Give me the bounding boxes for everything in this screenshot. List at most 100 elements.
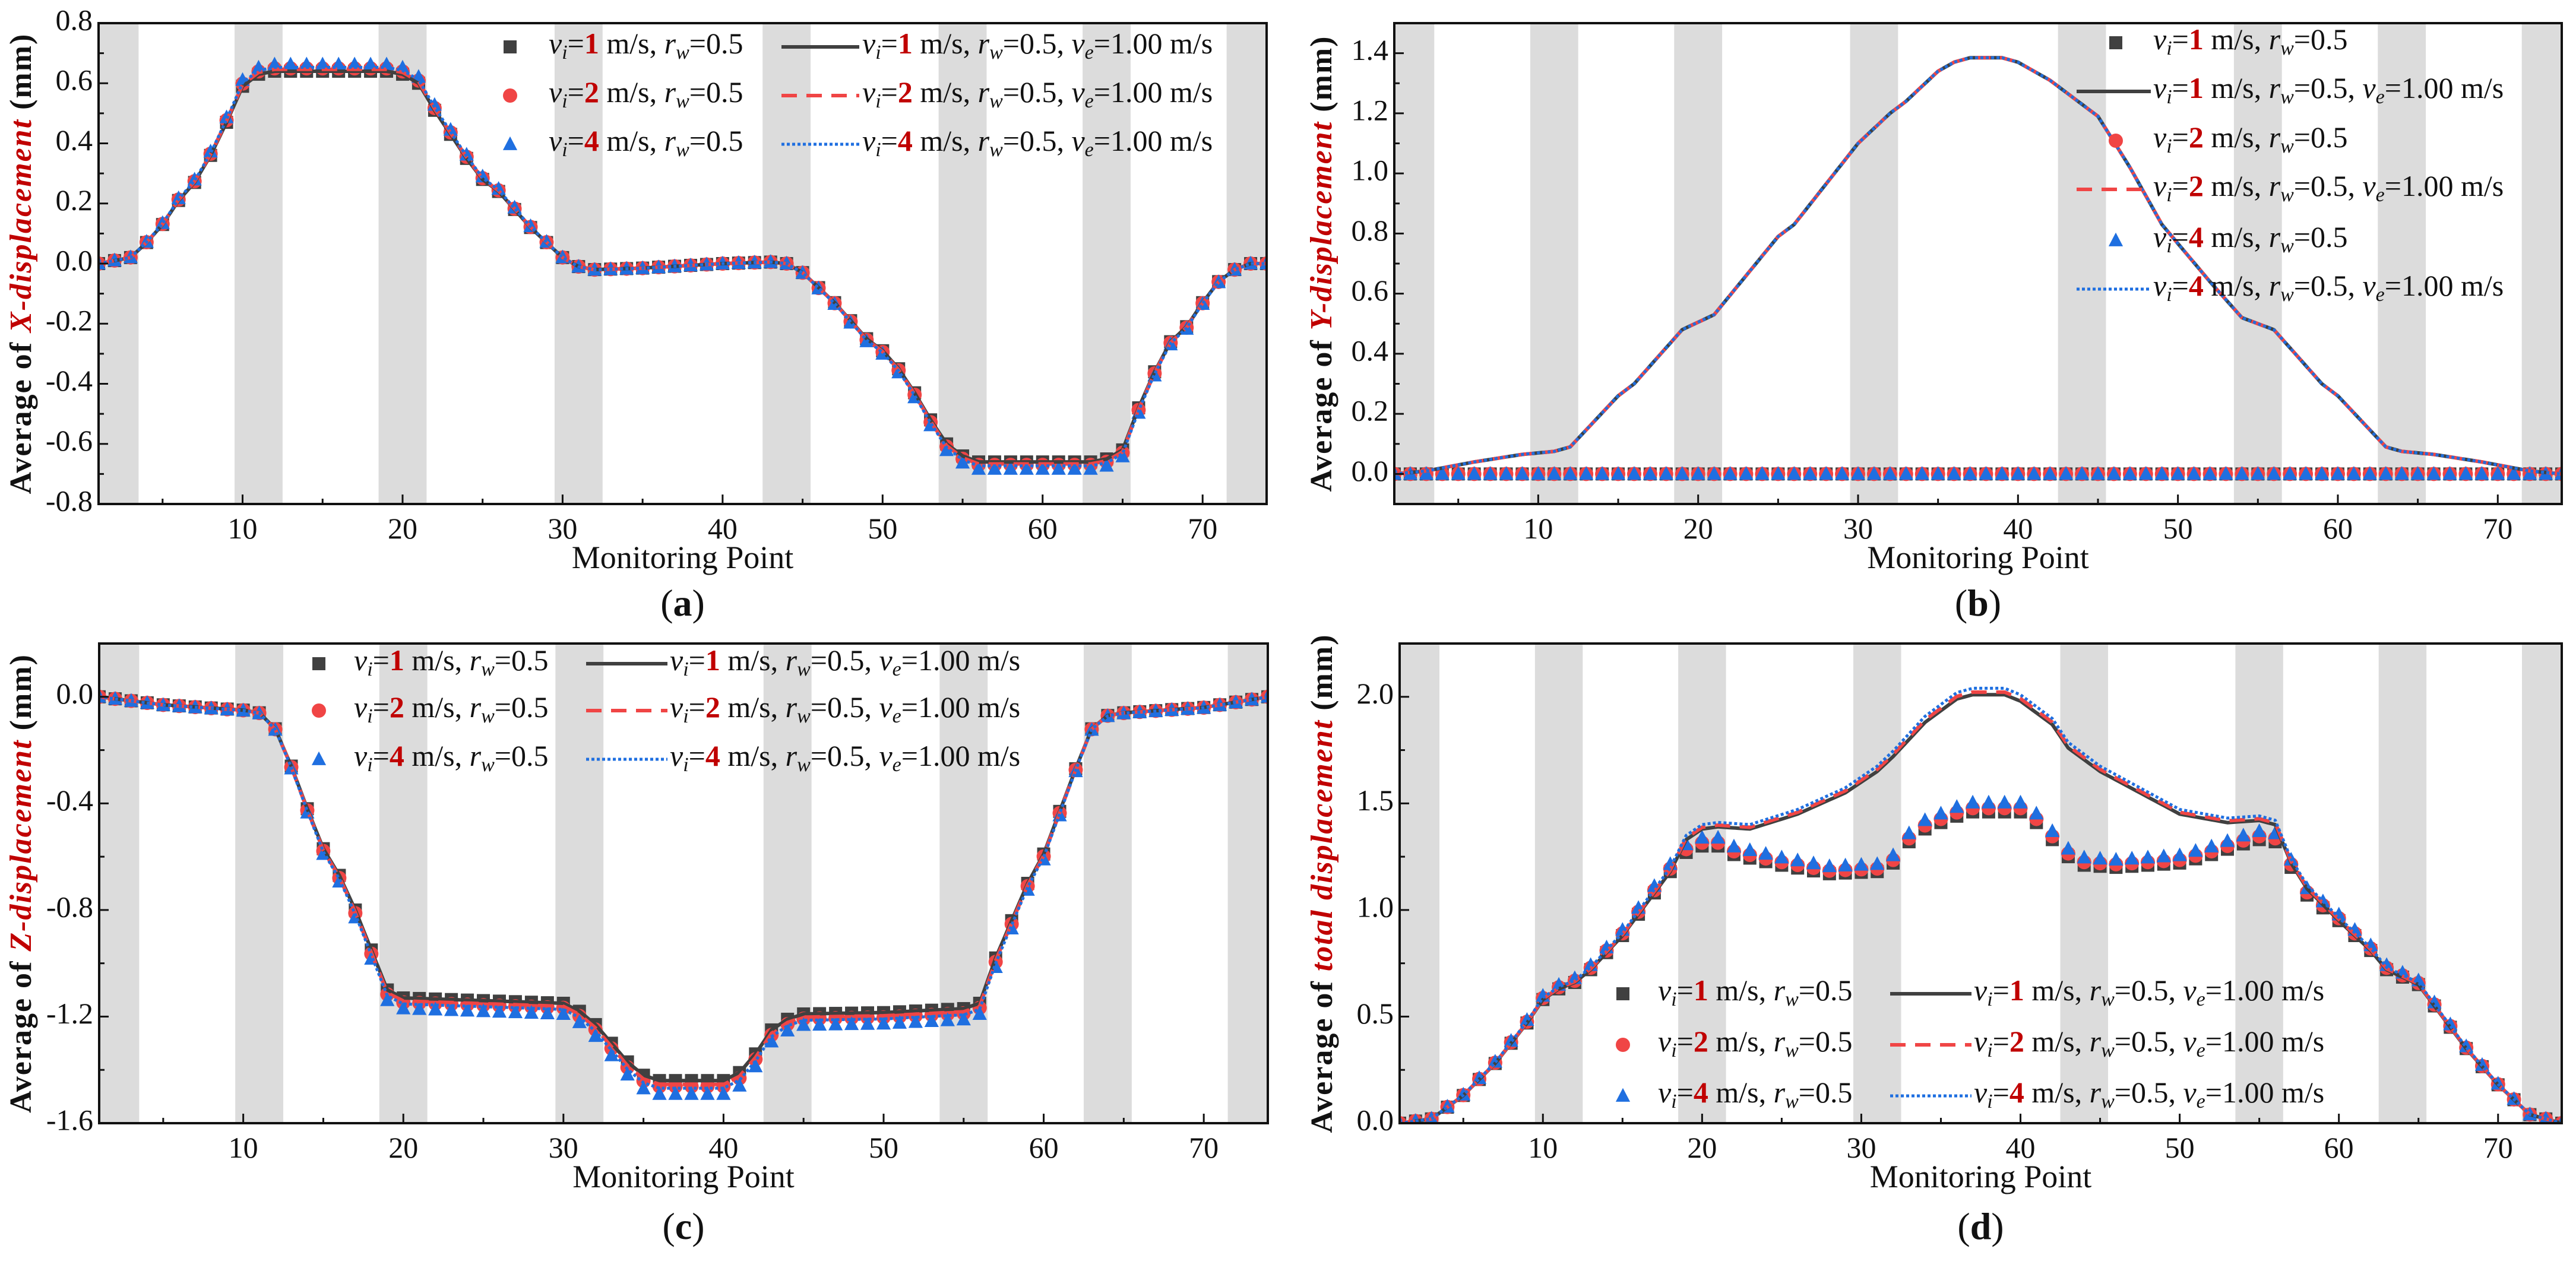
data-point — [700, 1086, 715, 1100]
data-point — [1965, 794, 1980, 809]
data-point — [1051, 461, 1066, 475]
data-point — [955, 455, 970, 469]
data-point — [1771, 466, 1786, 480]
y-tick-label: 1.0 — [1357, 890, 1394, 923]
shaded-region — [1674, 23, 1723, 504]
data-point — [780, 1022, 795, 1037]
data-point — [2298, 466, 2314, 480]
data-point — [1914, 466, 1929, 480]
data-point — [491, 181, 506, 195]
y-axis-label: Average of Z-displacement (mm) — [4, 654, 38, 1113]
x-tick-label: 20 — [388, 1131, 418, 1164]
x-tick-label: 30 — [1846, 1131, 1876, 1164]
y-tick-label: -1.6 — [46, 1103, 93, 1136]
chart-panel-b: 10 20 30 40 50 60 70 0.0 0.2 0.4 0.6 0.8 1.0 1.2 1.4 Mo… — [1305, 22, 2563, 624]
legend-label: vi=4 m/s, rw=0.5, ve=1.00 m/s — [862, 124, 1213, 160]
plot-area — [99, 689, 1268, 1100]
data-point — [1739, 466, 1754, 480]
legend-item: vi=4 m/s, rw=0.5, ve=1.00 m/s — [2153, 269, 2504, 305]
data-point — [2219, 466, 2233, 480]
data-point — [844, 1016, 859, 1031]
data-point — [2074, 466, 2090, 480]
data-point — [668, 1086, 683, 1100]
data-point — [2330, 466, 2346, 480]
shaded-region — [1534, 644, 1583, 1123]
data-point — [2283, 466, 2297, 480]
data-point — [99, 689, 107, 703]
data-point — [2474, 466, 2489, 480]
data-point — [2378, 466, 2393, 480]
legend-label: vi=2 m/s, rw=0.5 — [2153, 121, 2347, 157]
x-tick-label: 60 — [2323, 512, 2353, 545]
y-tick-label: 0.4 — [1352, 334, 1389, 367]
data-point — [2346, 466, 2361, 480]
legend-item: vi=2 m/s, rw=0.5 — [2109, 121, 2347, 157]
shaded-region — [938, 23, 987, 504]
data-point — [1838, 857, 1853, 871]
data-point — [1947, 466, 1961, 480]
shaded-region — [1400, 644, 1440, 1123]
x-tick-label: 50 — [2165, 1131, 2195, 1164]
y-tick-label: 1.4 — [1352, 33, 1389, 66]
legend-label: vi=1 m/s, rw=0.5 — [1658, 974, 1852, 1010]
shaded-region — [2521, 644, 2562, 1123]
data-point — [428, 1001, 443, 1016]
y-tick-label: -0.8 — [46, 890, 93, 923]
data-point — [2061, 841, 2076, 855]
shaded-region — [99, 644, 140, 1123]
x-tick-label: 20 — [388, 512, 417, 545]
series-line — [1394, 56, 2562, 476]
data-point — [1547, 466, 1562, 480]
legend-item: vi=1 m/s, rw=0.5, ve=1.00 m/s — [2153, 71, 2504, 107]
data-point — [2172, 847, 2187, 861]
data-point — [2394, 466, 2409, 480]
x-tick-label: 60 — [1028, 512, 1058, 545]
series-line — [99, 67, 1267, 466]
legend-marker — [311, 751, 327, 765]
data-point — [2125, 851, 2140, 865]
panel-caption: (a) — [660, 582, 705, 624]
shaded-region — [1853, 644, 1901, 1123]
data-point — [2138, 466, 2153, 480]
x-tick-label: 70 — [2483, 1131, 2513, 1164]
legend-label: vi=1 m/s, rw=0.5, ve=1.00 m/s — [1974, 974, 2324, 1010]
data-point — [2077, 850, 2091, 864]
legend-label: vi=4 m/s, rw=0.5 — [549, 124, 743, 160]
legend-item: vi=2 m/s, rw=0.5 vi=2 m/s, rw=0.5, ve=1.0… — [1616, 1025, 2324, 1061]
legend: vi=1 m/s, rw=0.5 vi=1 m/s, rw=0.5, ve=1.0… — [311, 644, 1020, 776]
legend-item: vi=2 m/s, rw=0.5 vi=2 m/s, rw=0.5, ve=1.0… — [503, 75, 1213, 112]
data-point — [2093, 851, 2107, 865]
data-point — [1819, 466, 1834, 480]
data-point — [2202, 466, 2217, 480]
data-point — [1099, 458, 1114, 472]
data-point — [1695, 829, 1710, 844]
data-point — [2204, 838, 2219, 852]
shaded-region — [379, 644, 428, 1123]
legend-item: vi=2 m/s, rw=0.5 vi=2 m/s, rw=0.5, ve=1.0… — [312, 690, 1020, 727]
shaded-region — [1678, 644, 1726, 1123]
x-tick-label: 30 — [548, 512, 577, 545]
legend-item: vi=1 m/s, rw=0.5 — [2109, 23, 2347, 59]
legend-marker — [312, 657, 325, 670]
plot-area — [1394, 56, 2562, 481]
x-tick-label: 10 — [1528, 1131, 1558, 1164]
data-point — [2188, 843, 2203, 857]
data-point — [2045, 823, 2060, 837]
y-tick-label: 0.4 — [56, 123, 93, 157]
x-tick-label: 10 — [228, 512, 258, 545]
x-tick-label: 70 — [1189, 1131, 1219, 1164]
plot-area — [99, 56, 1267, 475]
data-point — [1610, 466, 1626, 480]
data-point — [1643, 466, 1658, 480]
data-point — [2109, 851, 2124, 866]
x-axis-label: Monitoring Point — [572, 540, 794, 575]
data-point — [1659, 466, 1673, 480]
data-point — [2156, 848, 2171, 863]
data-point — [2507, 466, 2521, 480]
x-tick-label: 40 — [2006, 1131, 2036, 1164]
data-point — [524, 1005, 539, 1019]
data-point — [956, 1012, 971, 1026]
data-point — [2314, 466, 2330, 480]
data-point — [588, 1028, 603, 1042]
data-point — [1451, 466, 1466, 480]
